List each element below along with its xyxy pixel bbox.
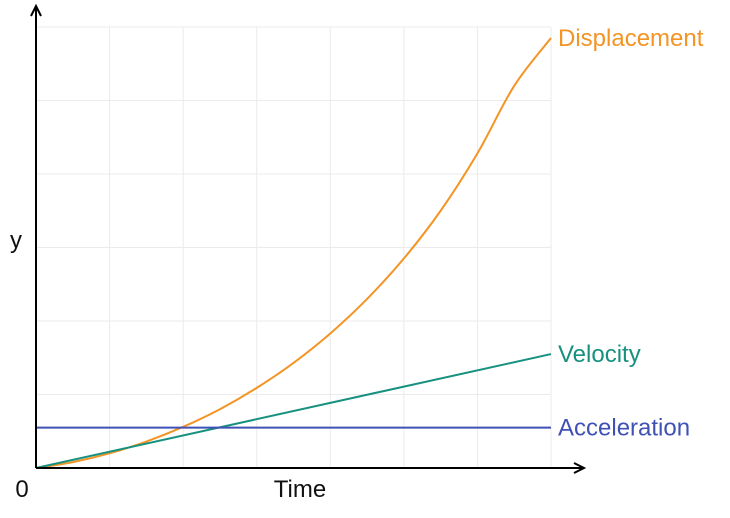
- x-axis-label: Time: [274, 476, 326, 503]
- series-line-velocity: [35, 353, 552, 469]
- series-label-displacement: Displacement: [558, 25, 704, 52]
- series-label-velocity: Velocity: [558, 341, 641, 368]
- series-label-acceleration: Acceleration: [558, 415, 690, 442]
- series-line-displacement: [35, 37, 552, 469]
- y-axis-label: y: [10, 227, 22, 254]
- origin-label: 0: [15, 476, 28, 503]
- x-axis-arrow: [573, 462, 587, 474]
- y-axis-arrow: [30, 3, 42, 17]
- series-labels: Displacement Velocity Acceleration: [558, 25, 704, 442]
- series-group: [35, 37, 552, 469]
- grid: [36, 26, 552, 468]
